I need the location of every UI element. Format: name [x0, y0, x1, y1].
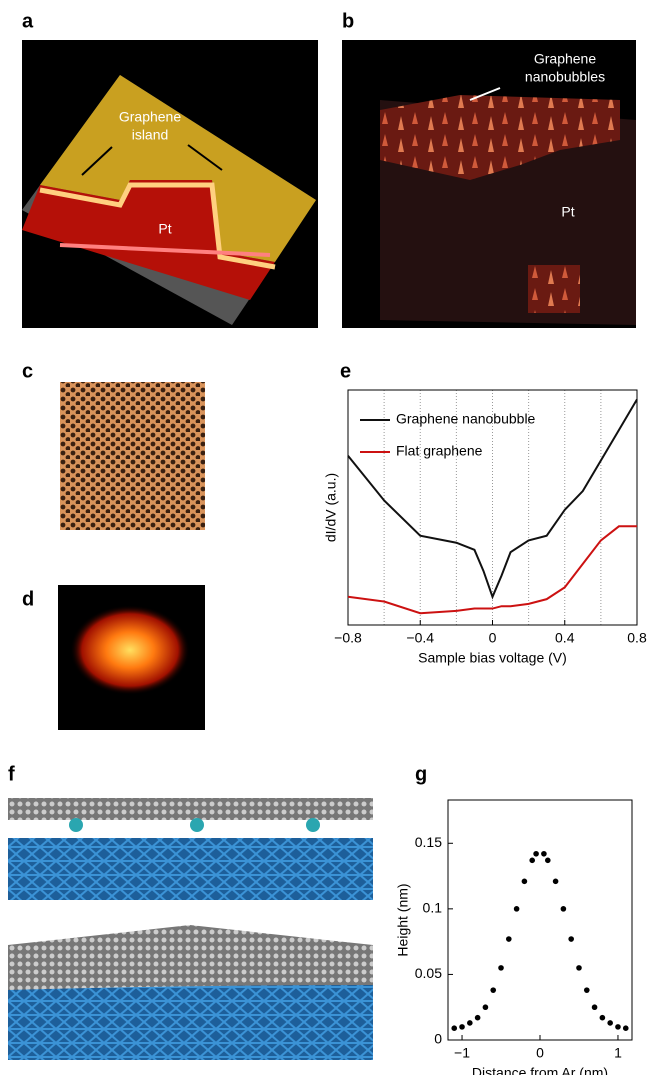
figure: Pt Graphene island Graphene nanobubbles …	[0, 0, 651, 1075]
panel-label: e	[340, 360, 351, 382]
scatter-point	[467, 1020, 473, 1026]
scatter-point	[592, 1004, 598, 1010]
substrate-label: Pt	[561, 204, 574, 220]
scatter-point	[607, 1020, 613, 1026]
scatter-point	[568, 936, 574, 942]
x-tick-label: −1	[454, 1045, 470, 1061]
x-axis-label: Distance from Ar (nm)	[472, 1065, 608, 1075]
annotation: Graphene	[534, 51, 596, 67]
plot-frame	[448, 800, 632, 1040]
x-tick-label: −0.8	[334, 630, 362, 646]
scatter-point	[576, 965, 582, 971]
panel-label: c	[22, 360, 33, 382]
scatter-point	[514, 906, 520, 912]
panel-label: g	[415, 763, 427, 785]
scatter-point	[553, 879, 559, 885]
scatter-point	[490, 987, 496, 993]
scatter-point	[541, 851, 547, 857]
panel-label: f	[8, 763, 15, 785]
x-tick-label: 0.8	[627, 630, 647, 646]
y-tick-label: 0.15	[415, 834, 442, 850]
scatter-point	[483, 1004, 489, 1010]
scatter-point	[584, 987, 590, 993]
y-tick-label: 0.05	[415, 965, 442, 981]
scatter-point	[459, 1024, 465, 1030]
y-axis-label: dI/dV (a.u.)	[323, 473, 339, 542]
x-tick-label: 0.4	[555, 630, 575, 646]
x-tick-label: 0	[489, 630, 497, 646]
annotation: nanobubbles	[525, 69, 605, 85]
scatter-point	[475, 1015, 481, 1021]
scatter-point	[533, 851, 539, 857]
annotation: Graphene	[119, 109, 181, 125]
y-axis-label: Height (nm)	[395, 883, 411, 956]
panel-label: a	[22, 10, 34, 32]
legend-label: Flat graphene	[396, 443, 483, 459]
panel-label: d	[22, 588, 34, 610]
scatter-point	[451, 1025, 457, 1031]
x-tick-label: 0	[536, 1045, 544, 1061]
legend-label: Graphene nanobubble	[396, 411, 536, 427]
panel-label: b	[342, 10, 354, 32]
scatter-point	[615, 1024, 621, 1030]
x-tick-label: 1	[614, 1045, 622, 1061]
y-tick-label: 0.1	[423, 900, 443, 916]
scatter-point	[600, 1015, 606, 1021]
x-axis-label: Sample bias voltage (V)	[418, 650, 567, 666]
annotation: island	[132, 127, 169, 143]
scatter-point	[623, 1025, 629, 1031]
x-tick-label: −0.4	[406, 630, 434, 646]
scatter-point	[498, 965, 504, 971]
scatter-point	[561, 906, 567, 912]
scatter-point	[522, 879, 528, 885]
scatter-point	[506, 936, 512, 942]
y-tick-label: 0	[434, 1031, 442, 1047]
substrate-label: Pt	[158, 221, 171, 237]
scatter-point	[545, 858, 551, 864]
panel-images	[8, 40, 636, 1060]
scatter-point	[529, 858, 535, 864]
